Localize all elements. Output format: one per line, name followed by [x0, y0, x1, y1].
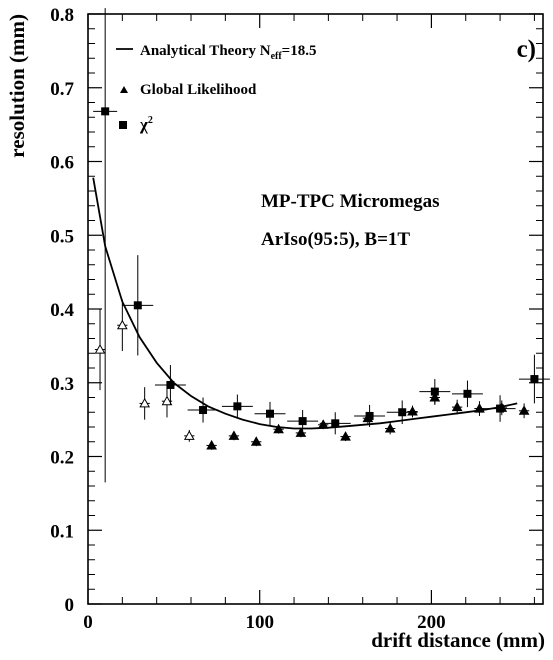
global-likelihood-point — [228, 430, 240, 440]
global-likelihood-point — [206, 439, 217, 450]
legend-label-global-likelihood: Global Likelihood — [140, 82, 257, 98]
legend-label-chi2: χ2 — [139, 115, 153, 134]
global-likelihood-point — [116, 319, 128, 330]
y-tick-label: 0.4 — [50, 300, 74, 321]
chi2-point — [166, 380, 175, 389]
global-likelihood-point — [250, 436, 262, 446]
chi2-point — [530, 375, 539, 384]
global-likelihood-point — [94, 344, 106, 354]
plot-frame — [87, 13, 544, 605]
legend: Analytical Theory Neff=18.5 Global Likel… — [116, 43, 316, 134]
global-likelihood-point — [384, 422, 396, 433]
axis-ticks — [87, 13, 543, 605]
chi2-point — [331, 419, 340, 428]
global-likelihood-point — [340, 431, 351, 441]
global-likelihood-point — [518, 405, 530, 415]
chi2-point — [298, 417, 307, 426]
global-likelihood-point — [273, 423, 284, 434]
x-tick-labels: 0 100 200 — [83, 612, 445, 633]
global-likelihood-point — [407, 405, 418, 416]
theory-curve — [92, 177, 518, 430]
chi2-point — [199, 406, 208, 415]
chi2-point — [496, 404, 505, 413]
y-tick-label: 0.3 — [50, 374, 74, 395]
global-likelihood-point — [161, 395, 173, 406]
global-likelihood-layer — [94, 299, 530, 450]
global-likelihood-point — [295, 427, 307, 437]
chi2-point — [398, 408, 407, 417]
y-tick-labels: 0 0.1 0.2 0.3 0.4 0.5 0.6 0.7 0.8 — [50, 5, 74, 616]
x-tick-label: 0 — [83, 612, 93, 633]
y-tick-label: 0.5 — [50, 226, 74, 247]
theory-curve-layer — [92, 177, 518, 430]
chi2-point — [266, 409, 274, 418]
y-tick-label: 0.8 — [50, 5, 74, 26]
x-tick-label: 100 — [245, 612, 274, 633]
y-tick-label: 0.6 — [50, 153, 74, 174]
chi2-layer — [93, 8, 550, 483]
legend-triangle-swatch — [120, 86, 128, 93]
global-likelihood-point — [139, 397, 151, 408]
annotation-detector: MP-TPC Micromegas — [261, 191, 440, 212]
global-likelihood-point — [183, 430, 195, 440]
y-tick-label: 0.1 — [50, 521, 74, 542]
chi2-point — [463, 389, 472, 398]
global-likelihood-point — [451, 401, 463, 412]
y-tick-label: 0.7 — [50, 79, 74, 100]
chi2-point — [365, 411, 374, 420]
chi2-point — [133, 301, 142, 310]
x-axis-label: drift distance (mm) — [371, 628, 545, 652]
y-axis-label: resolution (mm) — [5, 14, 29, 158]
global-likelihood-point — [474, 403, 485, 413]
y-tick-label: 0 — [65, 595, 75, 616]
legend-label-theory: Analytical Theory Neff=18.5 — [140, 43, 316, 62]
annotation-gas-field: ArIso(95:5), B=1T — [261, 229, 410, 250]
chi2-point — [233, 402, 242, 411]
x-tick-label: 200 — [417, 612, 446, 633]
legend-square-swatch — [119, 121, 127, 129]
chi2-point — [430, 387, 439, 396]
panel-label: c) — [517, 36, 536, 63]
y-tick-label: 0.2 — [50, 448, 74, 469]
chi2-point — [101, 107, 110, 116]
global-likelihood-point — [317, 419, 329, 429]
